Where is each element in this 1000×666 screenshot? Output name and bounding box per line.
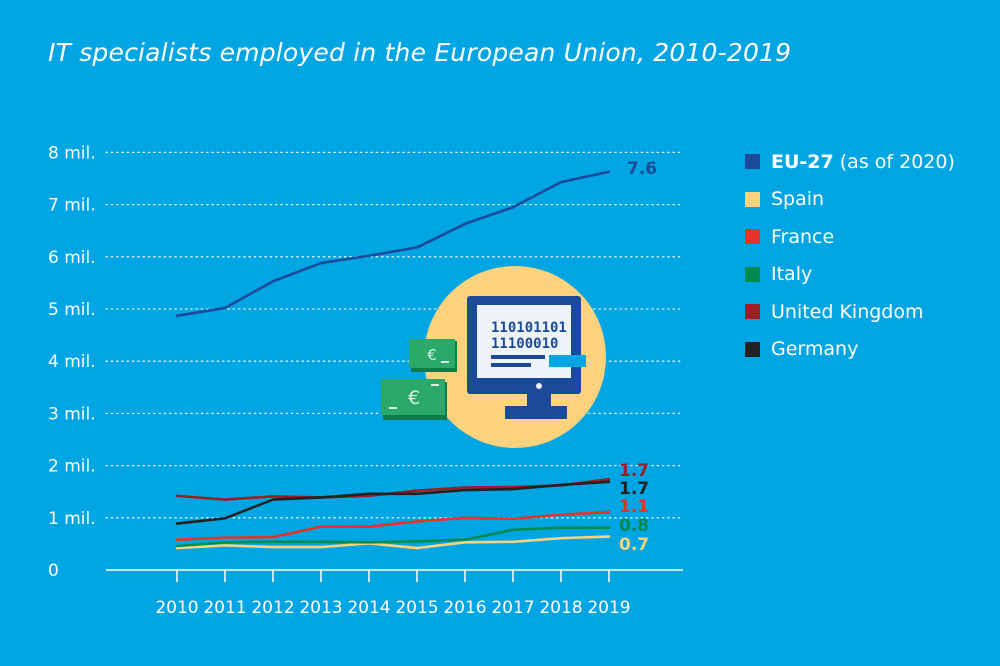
legend-swatch (745, 229, 760, 245)
small-banknote-symbol: € (427, 346, 437, 364)
y-tick-label: 5 mil. (48, 300, 96, 320)
series-line-germany (175, 480, 611, 525)
end-label-spain: 0.7 (619, 535, 649, 555)
end-label-united-kingdom: 1.7 (619, 461, 649, 481)
legend-swatch (745, 266, 760, 282)
large-banknote-symbol: € (408, 387, 420, 409)
y-tick-label: 3 mil. (48, 404, 96, 424)
legend-item: EU-27 (as of 2020) (745, 143, 955, 181)
end-label-france: 1.1 (619, 497, 649, 517)
x-tick-label: 2010 (155, 598, 198, 618)
legend-item: Italy (745, 256, 955, 294)
y-tick-label: 1 mil. (48, 509, 96, 529)
legend-item: United Kingdom (745, 293, 955, 331)
series-line-france (175, 510, 611, 542)
series-lines (175, 170, 611, 550)
computer-money-illustration: € € 110101101 11100010 (381, 266, 606, 448)
x-tick-label: 2019 (587, 598, 630, 618)
monitor-binary-line-2: 11100010 (491, 336, 558, 352)
legend-label: Italy (771, 263, 813, 286)
y-tick-label: 0 (48, 561, 59, 581)
gridlines (105, 151, 684, 519)
monitor-binary-line-1: 110101101 (491, 320, 567, 336)
large-banknote-icon: € (381, 379, 447, 420)
x-tick-label: 2014 (347, 598, 390, 618)
series-line-united-kingdom (175, 477, 611, 501)
computer-monitor-icon: 110101101 11100010 (467, 296, 586, 419)
legend-swatch (745, 341, 760, 357)
end-label-germany: 1.7 (619, 479, 649, 499)
legend-swatch (745, 154, 760, 170)
x-tick-label: 2017 (491, 598, 534, 618)
y-tick-label: 4 mil. (48, 352, 96, 372)
chart-title: IT specialists employed in the European … (48, 38, 792, 67)
x-tick-label: 2018 (539, 598, 582, 618)
x-tick-label: 2011 (203, 598, 246, 618)
y-tick-label: 7 mil. (48, 196, 96, 216)
legend: EU-27 (as of 2020) Spain France Italy United… (745, 143, 955, 368)
legend-label: France (771, 225, 835, 248)
end-label-eu-27: 7.6 (627, 159, 657, 179)
axes: 0 1 mil. 2 mil. 3 mil. 4 mil. 5 mil. 6 mil. 7 m… (48, 143, 683, 618)
series-line-italy (175, 526, 611, 548)
legend-swatch (745, 191, 760, 207)
series-line-spain (175, 535, 611, 550)
end-labels: 7.6 0.7 1.10.8 1.71.7 (619, 159, 657, 555)
small-banknote-icon: € (409, 339, 457, 372)
x-tick-label: 2013 (299, 598, 342, 618)
legend-label: United Kingdom (771, 300, 924, 323)
legend-item: France (745, 218, 955, 256)
end-label-italy: 0.8 (619, 516, 649, 536)
series-line-eu-27 (175, 170, 611, 318)
legend-label-suffix: (as of 2020) (833, 150, 955, 173)
legend-item: Germany (745, 331, 955, 369)
legend-label: EU-27 (771, 150, 834, 173)
legend-label: Germany (771, 338, 859, 361)
x-tick-label: 2015 (395, 598, 438, 618)
x-tick-label: 2016 (443, 598, 486, 618)
legend-item: Spain (745, 181, 955, 219)
legend-label: Spain (771, 188, 825, 211)
y-tick-label: 6 mil. (48, 248, 96, 268)
x-tick-label: 2012 (251, 598, 294, 618)
y-tick-label: 8 mil. (48, 143, 96, 163)
y-tick-label: 2 mil. (48, 457, 96, 477)
legend-swatch (745, 304, 760, 320)
